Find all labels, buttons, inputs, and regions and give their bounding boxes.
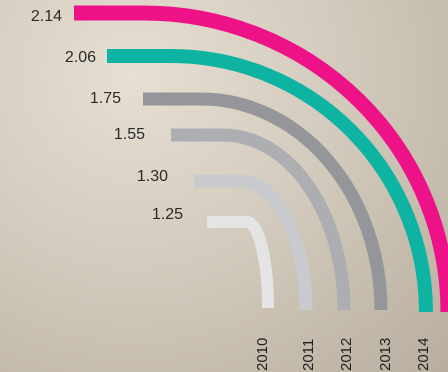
value-label-group: 1.25 1.30 1.55 1.75 2.06 2.14 — [31, 8, 183, 223]
value-label: 1.25 — [152, 206, 183, 223]
arc-bar-1.30 — [194, 174, 313, 311]
value-label: 2.06 — [65, 49, 96, 66]
value-label: 1.30 — [137, 168, 168, 185]
year-label: 2012 — [338, 338, 355, 371]
arc-bar-2.14 — [74, 5, 448, 313]
arc-bar-1.75 — [143, 92, 388, 311]
arc-group — [74, 5, 448, 313]
value-label: 2.14 — [31, 8, 62, 25]
value-label: 1.55 — [114, 126, 145, 143]
year-label: 2010 — [254, 338, 271, 371]
year-label: 2011 — [300, 339, 317, 371]
year-label-group: 2010 2011 2012 2013 2014 — [254, 338, 432, 371]
arc-bar-1.25 — [207, 216, 274, 309]
value-label: 1.75 — [90, 90, 121, 107]
year-label: 2014 — [415, 338, 432, 371]
arc-bar-2.06 — [107, 49, 433, 313]
year-label: 2013 — [377, 338, 394, 371]
arc-bar-1.55 — [171, 128, 351, 311]
